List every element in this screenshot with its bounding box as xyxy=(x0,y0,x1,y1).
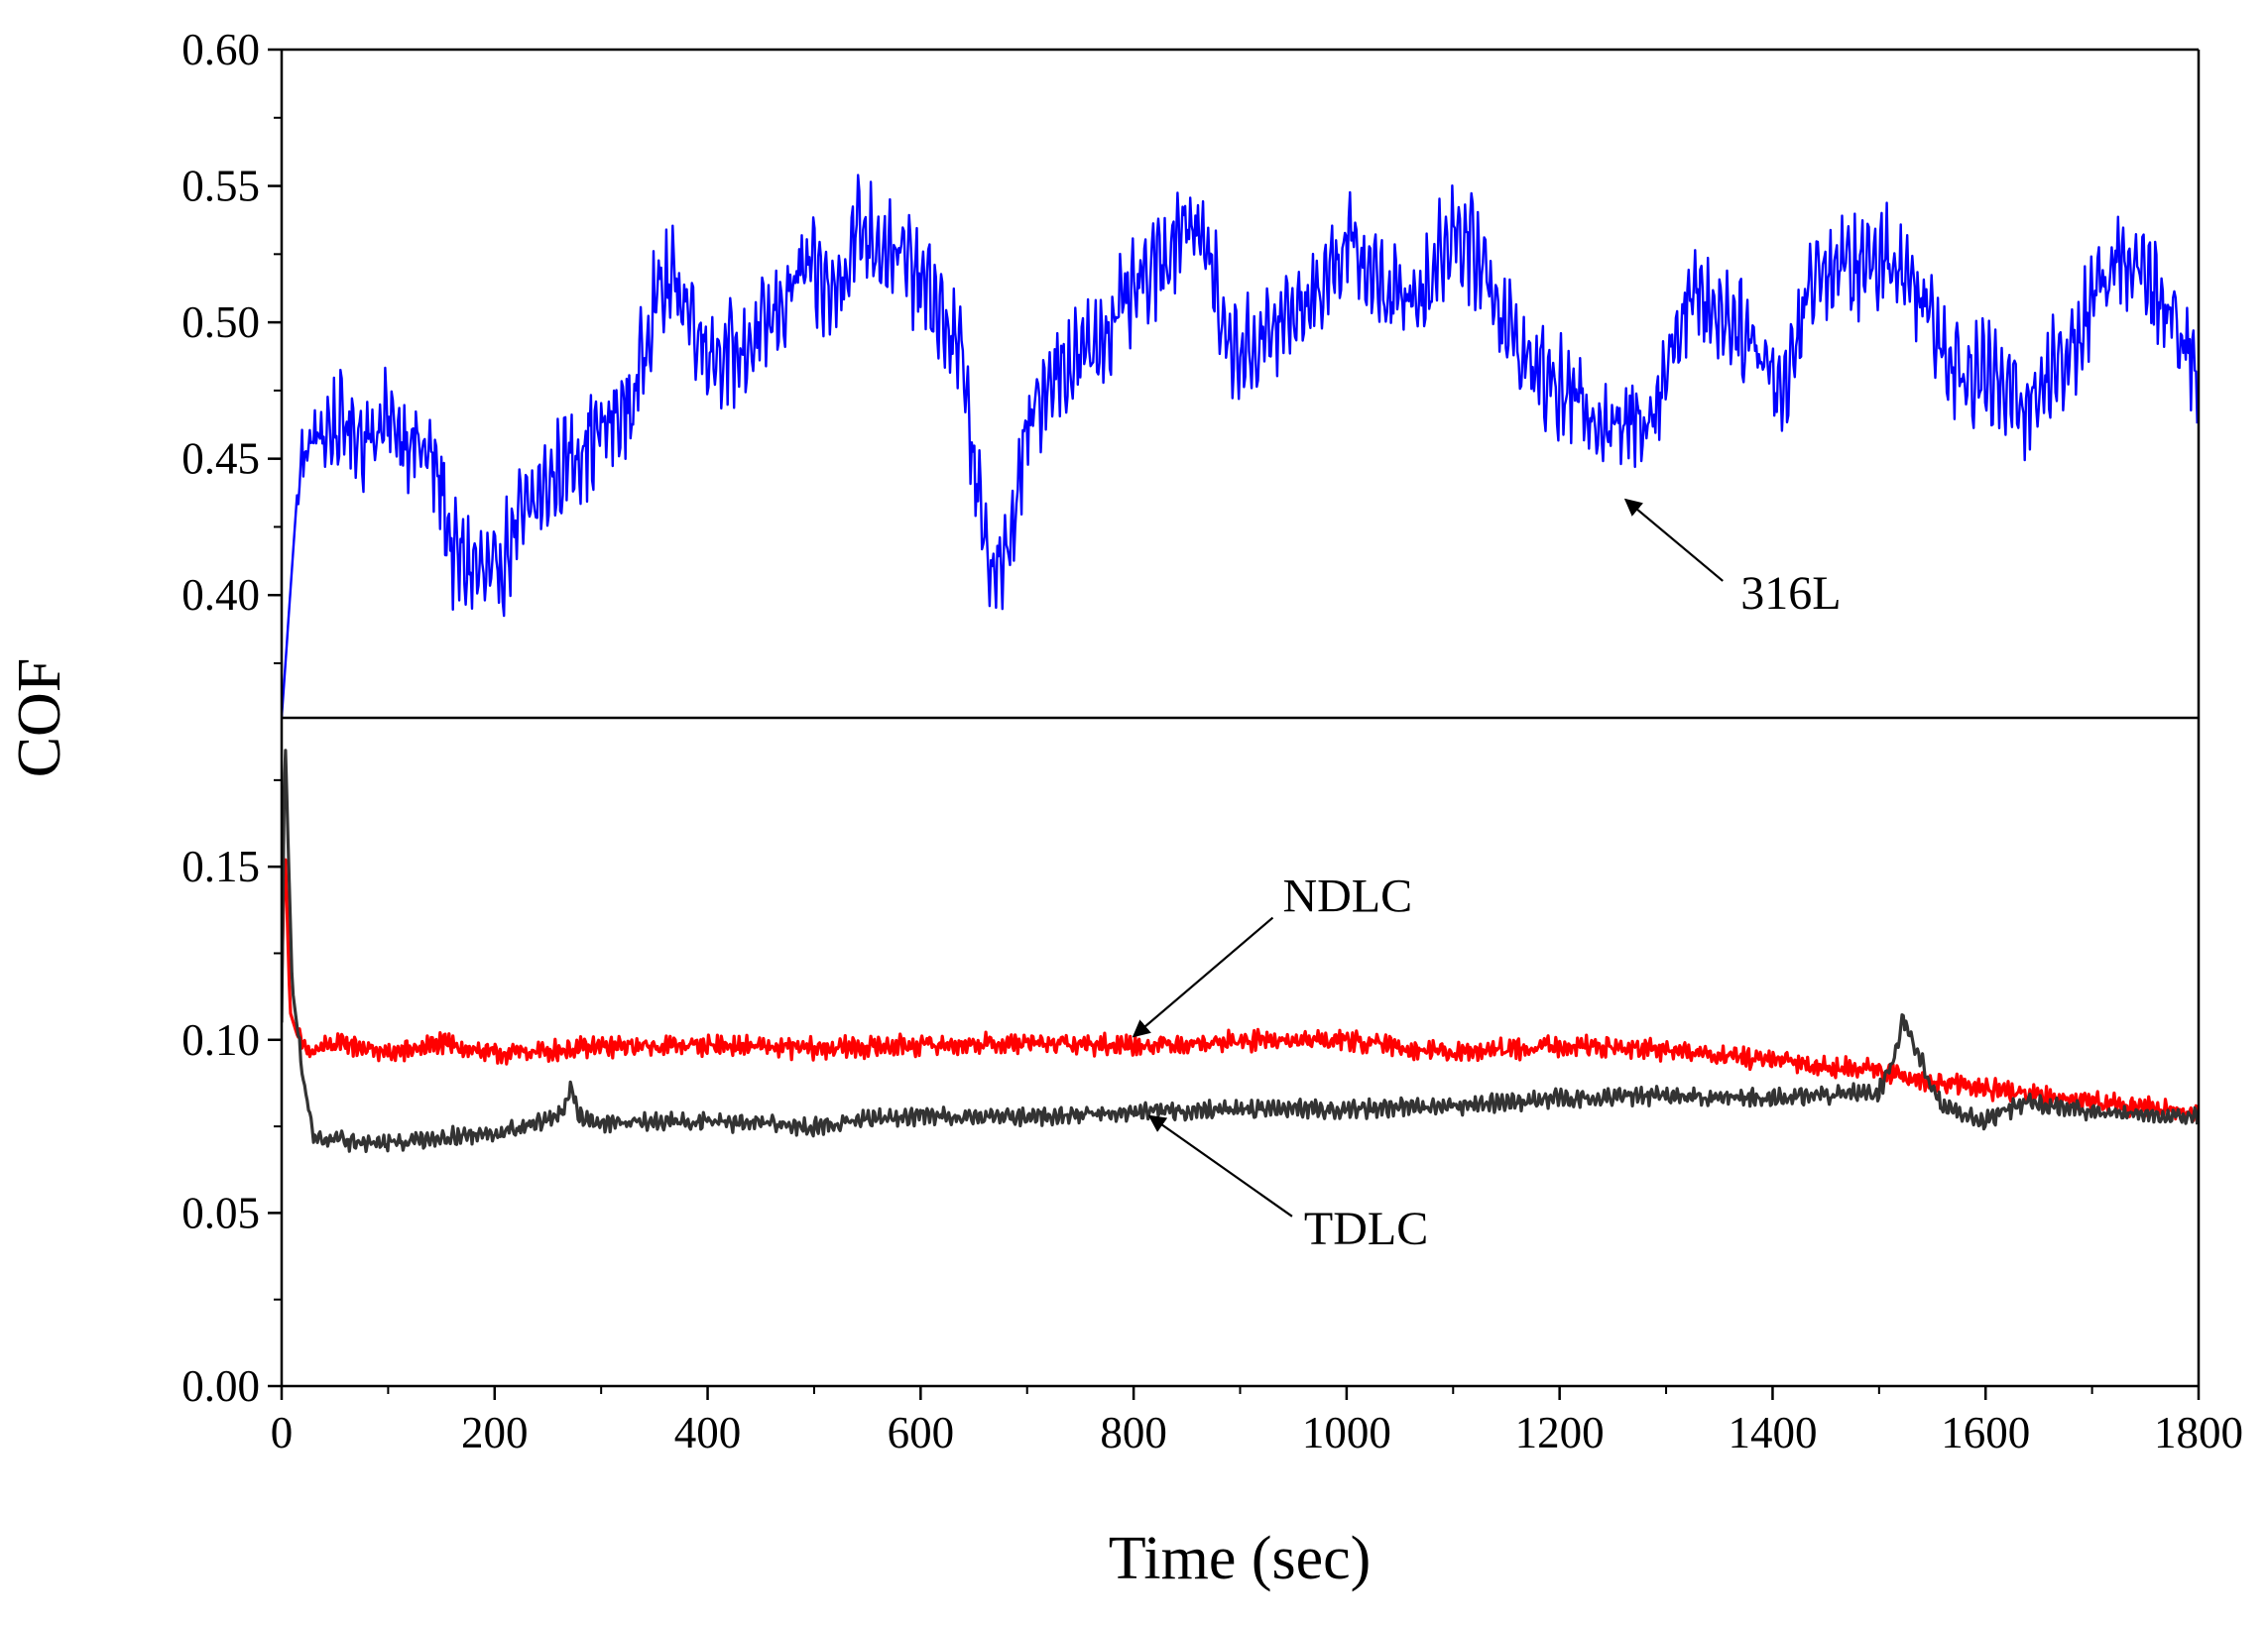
y-tick-label-upper: 0.60 xyxy=(181,25,260,74)
y-tick-label-upper: 0.55 xyxy=(181,162,260,211)
x-tick-label: 600 xyxy=(888,1408,955,1457)
x-tick-label: 1000 xyxy=(1302,1408,1391,1457)
x-axis-title: Time (sec) xyxy=(1109,1525,1372,1592)
y-tick-label-upper: 0.50 xyxy=(181,297,260,347)
y-axis-title: COF xyxy=(6,658,73,778)
annotation-arrow-ndlc xyxy=(1132,916,1274,1038)
y-tick-label-lower: 0.15 xyxy=(181,842,260,891)
x-tick-label: 200 xyxy=(461,1408,529,1457)
x-tick-label: 1200 xyxy=(1515,1408,1605,1457)
series-ndlc-line xyxy=(282,858,2199,1122)
annotation-arrow-tdlc xyxy=(1147,1114,1293,1218)
y-tick-label-lower: 0.00 xyxy=(181,1361,260,1411)
annotation-label-316l: 316L xyxy=(1740,567,1841,620)
annotation-label-tdlc: TDLC xyxy=(1304,1203,1428,1255)
y-tick-label-lower: 0.10 xyxy=(181,1015,260,1065)
x-tick-label: 1400 xyxy=(1728,1408,1817,1457)
panel-lower-plot-area xyxy=(282,749,2199,1153)
annotation-arrow-316l xyxy=(1623,498,1724,582)
series-tdlc-line xyxy=(282,749,2199,1153)
series-316l-line xyxy=(282,174,2199,718)
x-tick-label: 800 xyxy=(1100,1408,1167,1457)
y-tick-label-upper: 0.45 xyxy=(181,434,260,484)
x-tick-label: 0 xyxy=(271,1408,294,1457)
y-tick-label-upper: 0.40 xyxy=(181,570,260,620)
annotation-label-ndlc: NDLC xyxy=(1282,871,1412,923)
x-tick-label: 1600 xyxy=(1941,1408,2030,1457)
panel-upper-plot-area xyxy=(282,174,2199,718)
x-tick-label: 400 xyxy=(674,1408,742,1457)
x-tick-label: 1800 xyxy=(2154,1408,2243,1457)
y-tick-label-lower: 0.05 xyxy=(181,1188,260,1237)
